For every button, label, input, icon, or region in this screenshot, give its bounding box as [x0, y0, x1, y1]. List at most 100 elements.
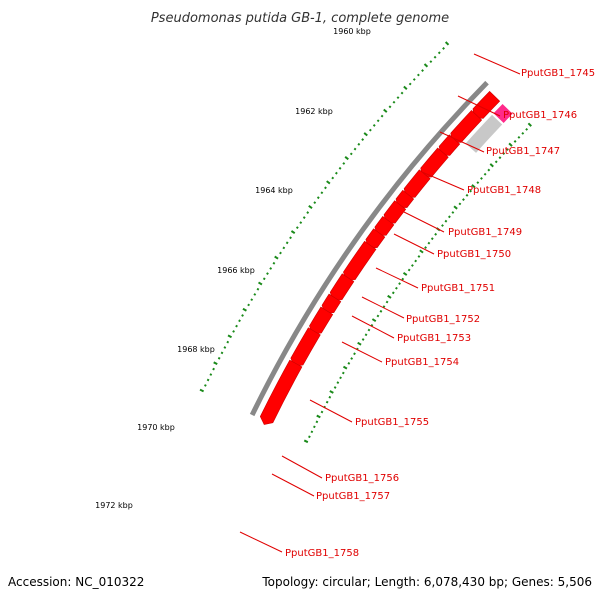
scale-tick [376, 119, 380, 123]
label-leader [351, 315, 395, 339]
scale-tick [262, 277, 266, 281]
scale-tick [320, 191, 324, 195]
scale-tick [419, 249, 424, 254]
scale-tick [444, 41, 450, 46]
scale-tick [256, 287, 260, 291]
label-leader [403, 211, 445, 233]
scale-tick [212, 367, 215, 371]
scale-tick [417, 255, 421, 258]
scale-label: 1966 kbp [217, 266, 255, 275]
scale-tick [299, 221, 303, 224]
scale-tick [469, 189, 473, 193]
scale-tick [253, 293, 257, 296]
gene-label: PputGB1_1754 [385, 357, 459, 368]
scale-tick [434, 232, 438, 236]
scale-tick [295, 226, 299, 230]
scale-tick [353, 352, 356, 356]
scale-tick [279, 251, 282, 255]
scale-tick [372, 124, 376, 127]
scale-tick [290, 230, 296, 235]
scale-tick [391, 291, 395, 295]
label-leader [341, 341, 383, 363]
scale-label: 1964 kbp [255, 186, 293, 195]
scale-tick [444, 219, 448, 223]
scale-tick [320, 410, 324, 414]
scale-tick [303, 439, 309, 444]
label-leader [239, 531, 283, 553]
label-leader [473, 53, 521, 75]
scale-tick [401, 277, 405, 281]
scale-tick [398, 282, 401, 286]
scale-tick [316, 196, 320, 200]
scale-tick [334, 171, 338, 175]
gene-label: PputGB1_1746 [503, 110, 577, 121]
scale-labels: 1960 kbp 1962 kbp 1964 kbp 1966 kbp 1968 kbp… [95, 27, 371, 510]
scale-tick [527, 122, 532, 127]
scale-tick [371, 318, 377, 323]
scale-tick [489, 163, 494, 168]
scale-tick [341, 371, 345, 375]
gene-track [259, 90, 501, 425]
scale-tick [353, 147, 357, 151]
scale-tick [521, 131, 525, 135]
scale-tick [433, 55, 437, 59]
scale-tick [199, 388, 205, 393]
gene-label: PputGB1_1745 [521, 68, 595, 79]
gene-label: PputGB1_1756 [325, 473, 399, 484]
scale-tick [392, 100, 396, 104]
scale-tick [213, 361, 218, 366]
scale-tick [217, 356, 221, 360]
scale-tick [403, 85, 408, 90]
scale-tick [508, 142, 513, 147]
gene-label: PputGB1_1748 [467, 185, 541, 196]
gene-label: PputGB1_1747 [486, 146, 560, 157]
scale-tick [471, 184, 476, 189]
feature-block [465, 114, 503, 153]
scale-tick [498, 156, 502, 160]
scale-tick [429, 60, 433, 64]
scale-tick [302, 216, 306, 219]
scale-tick [487, 168, 491, 172]
scale-tick [235, 324, 238, 328]
scale-tick [232, 330, 235, 333]
gene-label: PputGB1_1755 [355, 417, 429, 428]
scale-tick [329, 390, 334, 394]
scale-tick [308, 205, 313, 209]
label-leader [393, 233, 435, 255]
scale-tick [408, 82, 412, 86]
scale-label: 1962 kbp [295, 107, 333, 116]
scale-tick [480, 177, 483, 180]
accession-text: Accession: NC_010322 [8, 575, 144, 589]
scale-tick [411, 264, 414, 267]
scale-tick [430, 237, 434, 241]
scale-label: 1960 kbp [333, 27, 371, 36]
scale-tick [416, 73, 420, 77]
scale-tick [250, 298, 254, 302]
scale-tick [347, 361, 351, 365]
scale-tick [447, 215, 451, 219]
scale-tick [494, 160, 498, 164]
scale-tick [206, 378, 210, 382]
scale-tick [423, 63, 429, 68]
scale-tick [441, 224, 444, 227]
scale-tick [336, 381, 340, 385]
gene-label: PputGB1_1751 [421, 283, 495, 294]
scale-tick [310, 430, 314, 434]
scale-tick [266, 272, 269, 275]
scale-tick [383, 108, 388, 113]
scale-tick [370, 323, 374, 327]
scale-tick [333, 386, 337, 389]
scale-tick [227, 334, 233, 339]
scale-tick [407, 268, 411, 272]
scale-tick [282, 246, 286, 250]
scale-tick [247, 303, 250, 307]
scale-tick [513, 139, 517, 143]
scale-tick [465, 193, 469, 197]
scale-label: 1972 kbp [95, 501, 133, 510]
scale-tick [209, 373, 213, 376]
scale-tick [355, 347, 359, 351]
scale-tick [220, 351, 224, 355]
scale-tick [313, 201, 317, 205]
scale-tick [269, 267, 273, 270]
